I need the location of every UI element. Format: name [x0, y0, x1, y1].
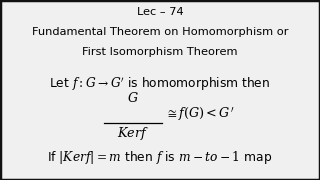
Text: $Kerf$: $Kerf$: [117, 125, 149, 142]
Text: Let $f: G \rightarrow G^{\prime}$ is homomorphism then: Let $f: G \rightarrow G^{\prime}$ is hom…: [49, 76, 271, 93]
Text: $\cong f(G) < G^{\prime}$: $\cong f(G) < G^{\prime}$: [165, 105, 234, 123]
Text: Fundamental Theorem on Homomorphism or: Fundamental Theorem on Homomorphism or: [32, 27, 288, 37]
Text: If $|Kerf| = m$ then $f$ is $m - to - 1$ map: If $|Kerf| = m$ then $f$ is $m - to - 1$…: [47, 149, 273, 166]
Text: $G$: $G$: [127, 91, 139, 105]
Text: First Isomorphism Theorem: First Isomorphism Theorem: [82, 47, 238, 57]
Text: Lec – 74: Lec – 74: [137, 7, 183, 17]
